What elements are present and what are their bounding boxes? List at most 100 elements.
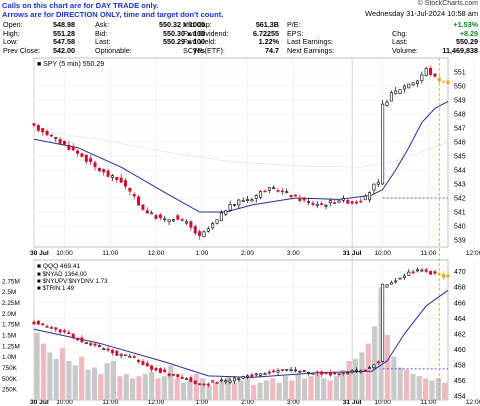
quote-label: P/E: (287, 20, 301, 29)
candle-body (150, 365, 154, 370)
candle-body (145, 210, 149, 214)
volume-bar (110, 361, 117, 400)
candle-body (307, 371, 311, 374)
volume-bar (212, 382, 219, 400)
candle-body (76, 150, 80, 154)
candle-body (429, 67, 433, 75)
candle-body (41, 323, 45, 325)
candle-body (246, 375, 250, 378)
candle-body (267, 187, 271, 191)
candle-body (389, 92, 393, 102)
candle-body (189, 221, 193, 228)
quote-value: 550.32 x 1000 (159, 20, 205, 29)
breadth-label: ■ $TRIN 1.49 (37, 285, 75, 292)
volume-bar (384, 335, 390, 400)
candle-body (424, 269, 428, 272)
volume-bar (352, 358, 359, 400)
candle-body (228, 380, 232, 383)
candle-body (193, 380, 197, 385)
candle-body (106, 348, 110, 351)
volume-bar (193, 374, 199, 400)
x-tick-label: 2:00 (241, 250, 254, 257)
candle-body (293, 194, 297, 197)
candle-body (128, 355, 132, 358)
volume-tick-label: 1.0M (2, 354, 16, 361)
volume-bar (59, 348, 66, 400)
candle-body (402, 85, 406, 90)
quote-col3: Mkt Cap: 561.3B Fwd Dividend: 6.72255 Fwd Yi… (183, 20, 279, 55)
quote-value: 1.22% (258, 37, 279, 47)
volume-bar (302, 378, 308, 400)
candle-body (293, 369, 297, 372)
candle-body (58, 139, 62, 144)
candle-body (315, 203, 319, 206)
breadth-label: ■ $NYUPV:$NYDNV 1.73 (37, 278, 108, 285)
volume-tick-label: 2.5M (2, 289, 16, 296)
candle-body (49, 327, 53, 329)
volume-bar (270, 378, 276, 400)
candle-body (372, 183, 376, 191)
candle-body (80, 337, 84, 343)
volume-bar (321, 378, 327, 400)
candle-body (219, 212, 223, 222)
candle-body (359, 370, 363, 373)
candle-body (185, 221, 189, 224)
candle-body (54, 327, 58, 330)
candle-body (333, 202, 337, 204)
candle-body (158, 368, 162, 373)
candle-body (411, 82, 415, 86)
volume-bar (104, 363, 110, 400)
quote-value: +8.29 (459, 28, 478, 38)
volume-bar (142, 374, 148, 400)
y-tick-label: 546 (454, 140, 466, 147)
candle-body (359, 200, 363, 203)
volume-bar (174, 378, 180, 400)
volume-bar (429, 380, 435, 400)
candle-body (141, 361, 145, 365)
volume-bar (136, 376, 142, 400)
volume-bar (263, 380, 269, 400)
candle-body (45, 326, 49, 328)
candle-body (67, 144, 71, 150)
candle-body (206, 383, 210, 386)
volume-bar (200, 378, 206, 400)
candle-body (302, 370, 306, 373)
ma-fast-line (33, 100, 449, 213)
candle-body (354, 201, 358, 204)
quote-label: Ask: (95, 20, 109, 29)
candle-body (189, 377, 193, 382)
volume-bar (47, 352, 53, 400)
candle-body (237, 378, 241, 380)
quote-col1: Open: 548.98 High: 551.28 Low: 547.58 Prev Clo… (3, 20, 75, 55)
quote-label: EPS: (287, 28, 304, 38)
candle-body (193, 226, 197, 234)
volume-tick-label: 2.75M (2, 278, 20, 285)
volume-tick-label: 1.75M (2, 322, 20, 329)
volume-bar (251, 384, 257, 400)
quote-label: Last: (392, 37, 408, 47)
candle-body (246, 199, 250, 202)
candle-body (206, 228, 210, 232)
candle-body (250, 374, 254, 377)
candle-body (415, 80, 419, 84)
candle-body (132, 194, 136, 197)
candle-body (97, 345, 101, 348)
candle-body (45, 130, 49, 136)
candle-body (394, 280, 398, 283)
candle-body (198, 231, 202, 236)
volume-bar (123, 374, 129, 400)
volume-bar (416, 376, 422, 400)
candle-body (289, 369, 293, 372)
candle-body (106, 170, 110, 177)
candle-body (67, 332, 71, 334)
candle-body (202, 383, 206, 386)
trade-note-line1: Calls on this chart are for DAY TRADE on… (2, 1, 159, 10)
candle-body (241, 200, 245, 202)
x-tick-label: 31 Jul (343, 399, 362, 406)
quote-value: 74.7 (265, 45, 279, 55)
candle-body (328, 372, 332, 376)
y-tick-label: 454 (454, 394, 466, 401)
candle-body (341, 371, 345, 374)
candle-body (424, 68, 428, 76)
quote-col2: Ask: 550.32 x 1000 Bid: 550.30 x 100 Last: 55… (95, 20, 205, 55)
